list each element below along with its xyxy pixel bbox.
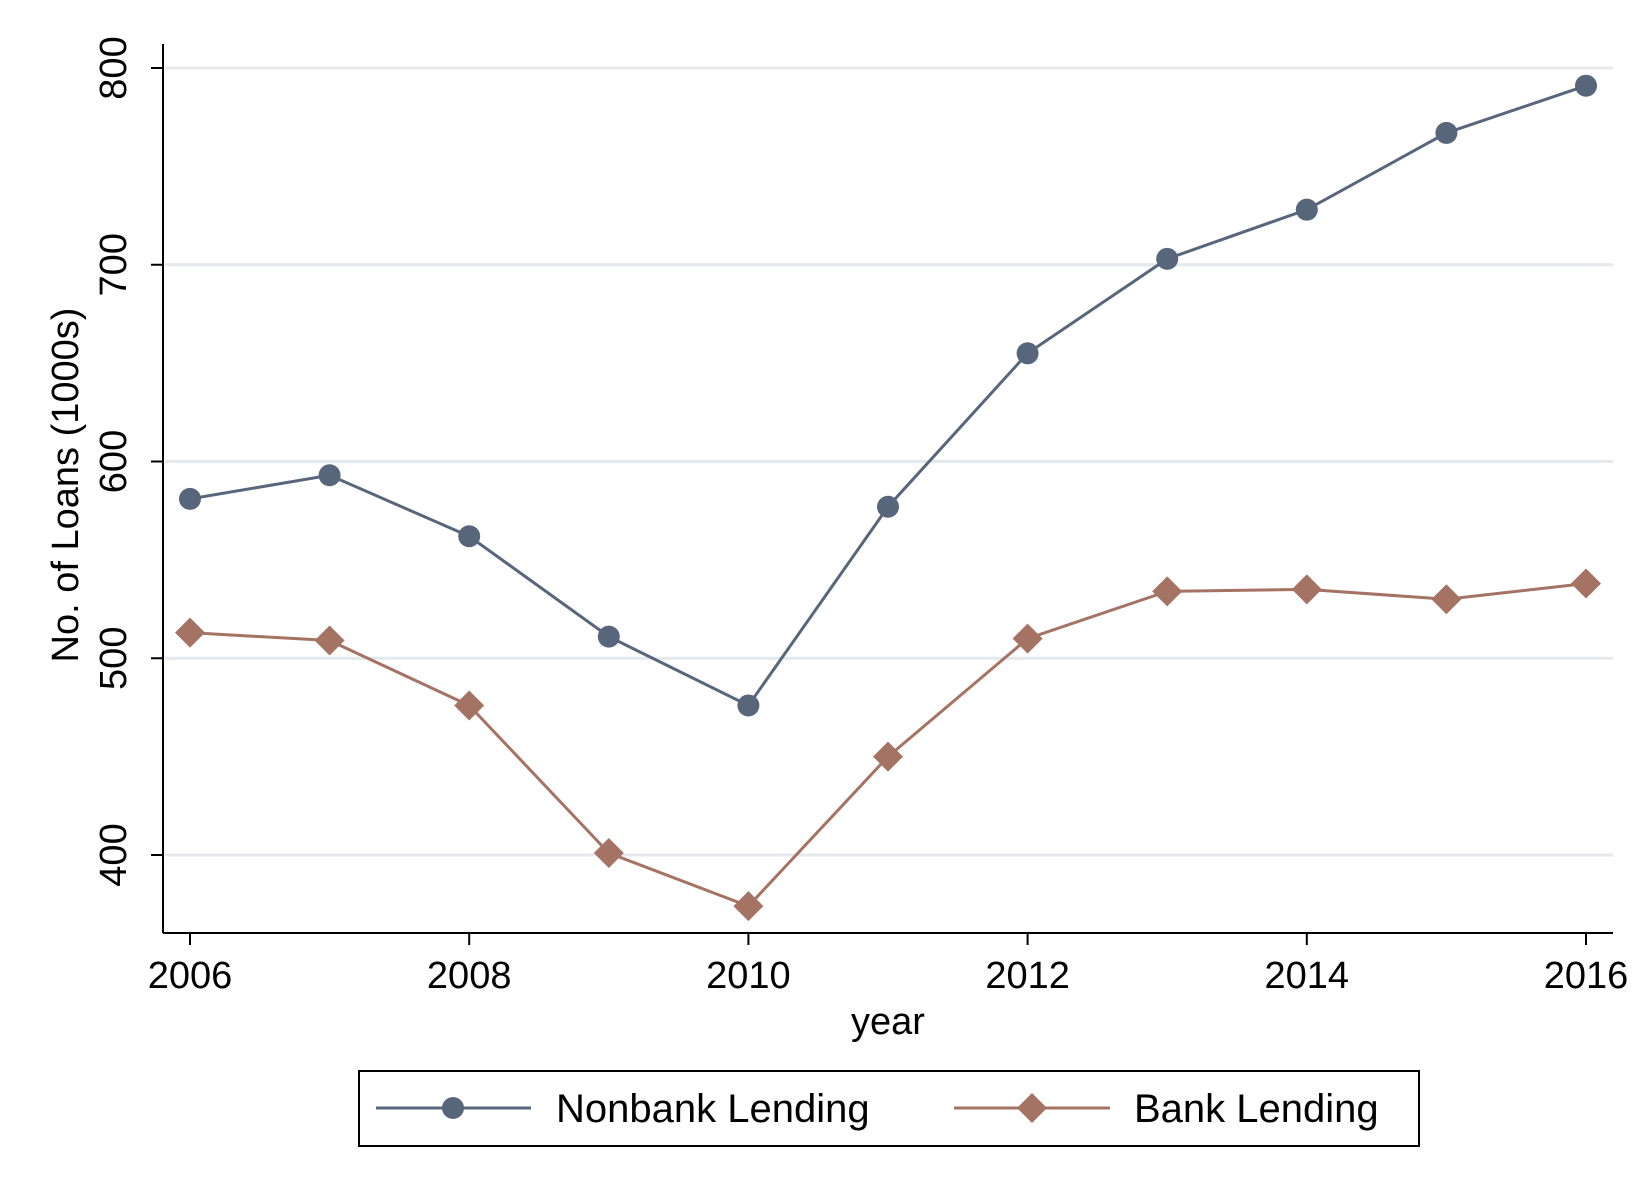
y-tick-label-800: 800 (93, 36, 135, 99)
x-tick-label-2008: 2008 (427, 955, 512, 997)
legend-label-nonbank-lending: Nonbank Lending (556, 1087, 870, 1131)
y-ticks: 400 500 600 700 800 (93, 36, 163, 887)
data-point-bank-lending-2012 (1012, 623, 1043, 654)
series-line-nonbank-lending (189, 84, 1587, 708)
data-point-nonbank-lending-2016 (1575, 74, 1597, 97)
x-tick-label-2006: 2006 (148, 955, 233, 997)
y-tick-label-600: 600 (93, 430, 135, 493)
gridlines (165, 66, 1613, 857)
data-point-nonbank-lending-2009 (597, 625, 620, 648)
data-point-bank-lending-2007 (314, 625, 345, 656)
data-point-nonbank-lending-2011 (877, 495, 899, 518)
data-point-bank-lending-2011 (873, 741, 903, 772)
data-point-bank-lending-2014 (1291, 574, 1322, 605)
data-point-nonbank-lending-2015 (1435, 121, 1458, 144)
x-tick-label-2014: 2014 (1265, 955, 1350, 997)
legend-item-bank-lending: Bank Lending (954, 1087, 1379, 1131)
data-point-nonbank-lending-2014 (1295, 198, 1318, 221)
data-point-nonbank-lending-2007 (318, 464, 341, 487)
y-axis-title: No. of Loans (1000s) (45, 308, 87, 663)
data-point-nonbank-lending-2013 (1156, 247, 1179, 270)
series-layer (175, 74, 1601, 922)
y-tick-label-400: 400 (93, 823, 135, 886)
x-tick-label-2012: 2012 (985, 955, 1070, 997)
x-tick-label-2010: 2010 (706, 955, 791, 997)
legend-items: Nonbank Lending Bank Lending (376, 1087, 1379, 1131)
legend-label-bank-lending: Bank Lending (1134, 1087, 1379, 1131)
data-point-bank-lending-2015 (1431, 584, 1462, 615)
data-point-bank-lending-2013 (1152, 576, 1183, 607)
legend: Nonbank Lending Bank Lending (358, 1070, 1420, 1147)
x-ticks: 2006 2008 2010 2012 2014 2016 (148, 933, 1629, 997)
data-point-nonbank-lending-2006 (179, 487, 201, 510)
data-point-nonbank-lending-2012 (1016, 342, 1039, 365)
series-bank-lending (175, 568, 1601, 922)
data-point-nonbank-lending-2008 (458, 525, 481, 548)
data-point-bank-lending-2006 (175, 617, 205, 648)
x-tick-label-2016: 2016 (1544, 955, 1629, 997)
axes (162, 44, 1613, 934)
legend-item-nonbank-lending: Nonbank Lending (376, 1087, 870, 1131)
x-axis-title: year (851, 1001, 925, 1043)
data-point-bank-lending-2008 (454, 690, 485, 721)
y-tick-label-500: 500 (93, 627, 135, 690)
legend-box (358, 1070, 1420, 1147)
data-point-nonbank-lending-2010 (737, 694, 760, 717)
data-point-bank-lending-2016 (1571, 568, 1601, 599)
series-nonbank-lending (179, 74, 1597, 717)
legend-marker-bank-lending (1017, 1093, 1047, 1123)
legend-marker-nonbank-lending (442, 1097, 464, 1119)
y-tick-label-700: 700 (93, 233, 135, 296)
data-point-bank-lending-2010 (733, 891, 764, 922)
data-point-bank-lending-2009 (593, 838, 624, 869)
